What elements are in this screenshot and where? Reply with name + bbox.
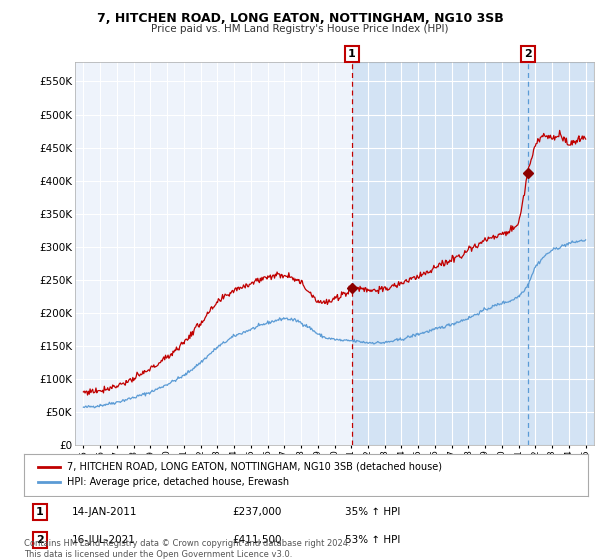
Text: £411,500: £411,500	[233, 535, 282, 545]
Text: £237,000: £237,000	[233, 507, 282, 517]
Text: 2: 2	[36, 535, 44, 545]
Text: 14-JAN-2011: 14-JAN-2011	[72, 507, 137, 517]
Text: 35% ↑ HPI: 35% ↑ HPI	[346, 507, 401, 517]
Text: Price paid vs. HM Land Registry's House Price Index (HPI): Price paid vs. HM Land Registry's House …	[151, 24, 449, 34]
Bar	[352, 62, 594, 445]
Text: 1: 1	[348, 49, 356, 59]
Text: 1: 1	[36, 507, 44, 517]
Text: 16-JUL-2021: 16-JUL-2021	[72, 535, 136, 545]
Text: Contains HM Land Registry data © Crown copyright and database right 2024.
This d: Contains HM Land Registry data © Crown c…	[24, 539, 350, 559]
Text: 53% ↑ HPI: 53% ↑ HPI	[346, 535, 401, 545]
Legend: 7, HITCHEN ROAD, LONG EATON, NOTTINGHAM, NG10 3SB (detached house), HPI: Average: 7, HITCHEN ROAD, LONG EATON, NOTTINGHAM,…	[35, 458, 445, 491]
Text: 7, HITCHEN ROAD, LONG EATON, NOTTINGHAM, NG10 3SB: 7, HITCHEN ROAD, LONG EATON, NOTTINGHAM,…	[97, 12, 503, 25]
Text: 2: 2	[524, 49, 532, 59]
